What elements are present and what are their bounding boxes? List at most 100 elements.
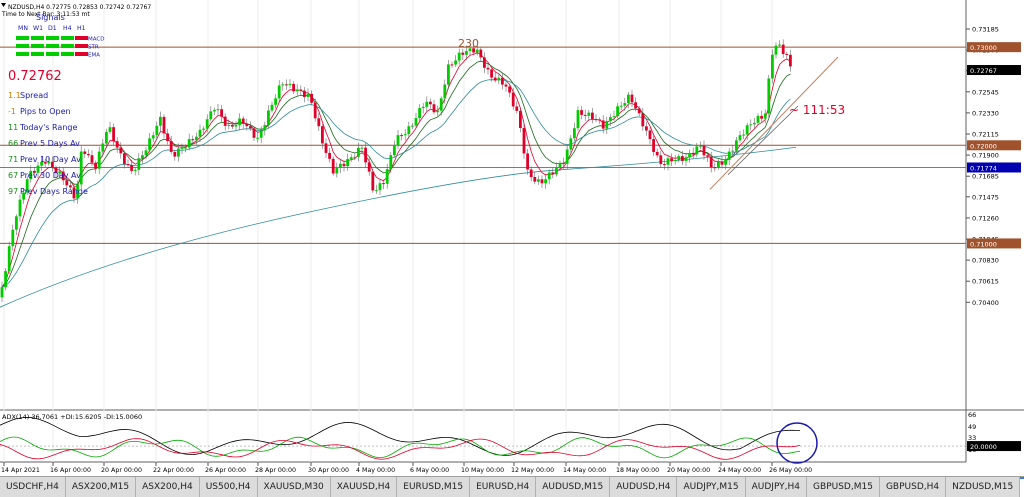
candle-body: [220, 109, 223, 117]
candle-body: [213, 109, 216, 112]
price-chart[interactable]: 0.731850.729700.727600.725450.723300.721…: [0, 0, 1024, 476]
candle-body: [15, 216, 18, 230]
candle-body: [695, 146, 699, 155]
candle-body: [429, 101, 432, 105]
candle-body: [231, 124, 234, 127]
candle-body: [202, 128, 205, 130]
price-tick-label: 0.72115: [972, 131, 999, 139]
chart-tab[interactable]: GBPUSD,M15: [807, 477, 880, 497]
candle-body: [591, 112, 594, 120]
candle-body: [479, 49, 483, 58]
candle-body: [529, 169, 533, 178]
chart-tab[interactable]: GBPUSD,H4: [879, 477, 947, 497]
time-tick-label: 12 May 00:00: [511, 467, 554, 474]
candle-body: [367, 162, 371, 172]
chart-tab[interactable]: AUDJPY,M15: [677, 477, 746, 497]
candle-body: [663, 164, 666, 166]
chart-tab[interactable]: XAUUSD,H4: [330, 477, 398, 497]
candle-body: [627, 94, 630, 104]
price-flag-label: 0.72000: [970, 142, 997, 150]
candle-body: [763, 113, 767, 119]
info-value: 66: [8, 139, 18, 148]
chart-tab[interactable]: AUDUSD,M15: [536, 477, 611, 497]
candle-body: [90, 155, 94, 163]
candle-body: [339, 163, 342, 168]
candle-body: [709, 156, 713, 168]
candle-body: [61, 171, 65, 181]
candle-body: [551, 172, 555, 175]
price-tick-label: 0.70615: [972, 278, 999, 286]
adx-scale-label: 66: [968, 411, 976, 419]
candle-body: [623, 103, 627, 106]
ema-line: [1, 79, 791, 288]
candle-body: [472, 48, 475, 53]
candle-body: [101, 143, 105, 152]
chart-tab[interactable]: AUDJPY,H4: [745, 477, 808, 497]
chart-tab[interactable]: ASX200,M15: [65, 477, 137, 497]
adx-label: ADX(14) 36.7061 +DI:15.6205 -DI:15.0060: [2, 413, 142, 421]
info-label: Prev Days Range: [20, 187, 88, 196]
signal-cell: [61, 52, 74, 56]
adx-plot-area: [0, 410, 966, 462]
candle-body: [108, 127, 112, 132]
signal-cell: [61, 36, 74, 40]
time-tick-label: 30 Apr 00:00: [308, 467, 349, 474]
candle-body: [130, 165, 133, 171]
signals-title: Signals: [36, 13, 65, 22]
candle-body: [544, 179, 547, 184]
candle-body: [619, 105, 623, 107]
chart-tab[interactable]: NZDUSD,M15: [946, 477, 1021, 497]
candle-body: [216, 109, 220, 111]
candle-body: [677, 156, 681, 161]
price-flag-label: 0.71000: [970, 240, 997, 248]
chart-tab[interactable]: EURUSD,H4: [470, 477, 537, 497]
candle-body: [324, 143, 328, 153]
symbol-dropdown-icon[interactable]: [1, 3, 6, 7]
candle-body: [483, 57, 486, 68]
candle-body: [306, 93, 310, 97]
price-tick-label: 0.72330: [972, 109, 999, 117]
candle-body: [605, 121, 609, 129]
trendlines: [709, 56, 839, 190]
signal-indicator-label: STR: [88, 45, 99, 51]
price-flag: [967, 162, 1021, 173]
candle-body: [295, 89, 299, 92]
chart-tab[interactable]: AUDUSD,H4: [610, 477, 678, 497]
chart-tab[interactable]: USDCHF,H4: [0, 477, 66, 497]
time-tick-label: 20 Apr 00:00: [101, 467, 142, 474]
candle-body: [285, 84, 288, 86]
price-tick-label: 0.72545: [972, 88, 999, 96]
candle-body: [47, 161, 51, 164]
chart-tab[interactable]: US500,H4: [199, 477, 258, 497]
info-value: 67: [8, 171, 18, 180]
candle-body: [439, 98, 443, 111]
time-tick-label: 24 May 00:00: [718, 467, 761, 474]
signal-timeframe-label: H4: [63, 25, 72, 32]
candle-body: [468, 48, 472, 52]
candle-body: [151, 135, 155, 139]
candle-body: [209, 111, 213, 120]
time-tick-label: 4 May 00:00: [356, 467, 395, 474]
candle-body: [443, 84, 447, 99]
candle-body: [403, 134, 407, 136]
adx-line: [0, 416, 801, 456]
candle-body: [263, 125, 267, 131]
chart-tab[interactable]: XAUUSD,M30: [257, 477, 331, 497]
candle-body: [493, 77, 497, 81]
candle-body: [270, 104, 274, 111]
chart-window[interactable]: 0.731850.729700.727600.725450.723300.721…: [0, 0, 1024, 476]
candle-body: [187, 139, 191, 148]
candle-body: [573, 128, 576, 139]
candle-body: [576, 110, 580, 129]
candle-body: [681, 156, 684, 161]
candle-body: [378, 183, 382, 191]
candle-body: [43, 162, 47, 164]
ema-line: [1, 52, 791, 288]
chart-tab[interactable]: ASX200,H4: [136, 477, 200, 497]
chart-tab[interactable]: NZDUSD,H4: [1020, 477, 1024, 497]
signal-indicator-label: MACD: [88, 37, 105, 43]
chart-tab[interactable]: EURUSD,M15: [397, 477, 471, 497]
candle-body: [33, 170, 36, 173]
candle-body: [713, 167, 717, 169]
candle-body: [4, 271, 7, 288]
